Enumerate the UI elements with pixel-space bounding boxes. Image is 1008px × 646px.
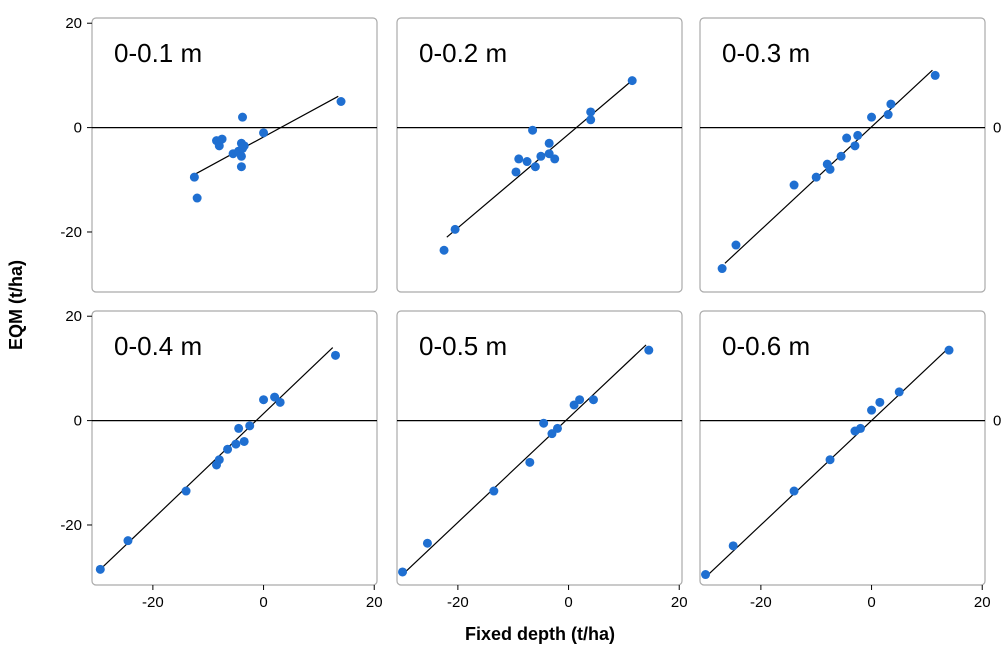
data-point (552, 423, 562, 433)
data-point (525, 457, 535, 467)
x-tick-label: -20 (142, 594, 164, 611)
data-point (336, 97, 346, 107)
data-point (627, 76, 637, 86)
data-point (731, 240, 741, 250)
data-point (259, 395, 269, 405)
data-point (192, 193, 202, 203)
panel-label: 0-0.4 m (114, 331, 202, 361)
data-point (214, 455, 224, 465)
panel-frame (396, 310, 683, 586)
data-point (123, 536, 133, 546)
data-point (189, 172, 199, 182)
data-point (239, 436, 249, 446)
data-point (701, 570, 711, 580)
data-point (275, 397, 285, 407)
data-point (850, 141, 860, 151)
data-point (234, 423, 244, 433)
panel-label: 0-0.6 m (722, 331, 810, 361)
data-point (544, 138, 554, 148)
data-point (886, 99, 896, 109)
x-tick-label: -20 (447, 594, 469, 611)
data-point (894, 387, 904, 397)
data-point (528, 125, 538, 135)
data-point (439, 245, 449, 255)
data-point (223, 444, 233, 454)
x-tick-label: 20 (366, 594, 383, 611)
data-point (842, 133, 852, 143)
data-point (536, 151, 546, 161)
data-point (575, 395, 585, 405)
data-point (855, 423, 865, 433)
data-point (450, 224, 460, 234)
data-point (588, 395, 598, 405)
data-point (930, 70, 940, 80)
data-point (245, 421, 255, 431)
y-tick-label: -20 (60, 517, 82, 534)
data-point (539, 418, 549, 428)
data-point (550, 154, 560, 164)
panel-label: 0-0.3 m (722, 38, 810, 68)
x-axis-label: Fixed depth (t/ha) (465, 624, 615, 644)
data-point (853, 130, 863, 140)
data-point (522, 157, 532, 167)
data-point (422, 538, 432, 548)
right-zero-label: 0 (993, 120, 1001, 137)
data-point (231, 439, 241, 449)
data-point (217, 134, 227, 144)
data-point (236, 151, 246, 161)
y-tick-label: -20 (60, 224, 82, 241)
regression-line (402, 344, 647, 575)
x-tick-label: 0 (259, 594, 267, 611)
data-point (789, 180, 799, 190)
x-tick-label: 0 (564, 594, 572, 611)
y-tick-label: 20 (65, 15, 82, 32)
data-point (236, 162, 246, 172)
data-point (259, 128, 269, 138)
x-tick-label: 20 (974, 594, 991, 611)
data-point (330, 350, 340, 360)
data-point (883, 110, 893, 120)
data-point (717, 264, 727, 274)
data-point (489, 486, 499, 496)
data-point (811, 172, 821, 182)
data-point (836, 151, 846, 161)
data-point (825, 164, 835, 174)
data-point (95, 564, 105, 574)
data-point (825, 455, 835, 465)
data-point (644, 345, 654, 355)
x-tick-label: 20 (671, 594, 688, 611)
y-axis-label: EQM (t/ha) (6, 260, 26, 350)
data-point (789, 486, 799, 496)
right-zero-label: 0 (993, 413, 1001, 430)
data-point (728, 541, 738, 551)
data-point (511, 167, 521, 177)
x-tick-label: -20 (750, 594, 772, 611)
data-point (214, 141, 224, 151)
data-point (514, 154, 524, 164)
data-point (239, 141, 249, 151)
data-point (867, 112, 877, 122)
data-point (867, 405, 877, 415)
panel-label: 0-0.2 m (419, 38, 507, 68)
data-point (398, 567, 408, 577)
y-tick-label: 0 (74, 120, 82, 137)
data-point (944, 345, 954, 355)
y-tick-label: 20 (65, 308, 82, 325)
data-point (586, 107, 596, 117)
y-tick-label: 0 (74, 413, 82, 430)
data-point (238, 112, 248, 122)
panel-label: 0-0.1 m (114, 38, 202, 68)
data-point (586, 115, 596, 125)
panel-label: 0-0.5 m (419, 331, 507, 361)
data-point (181, 486, 191, 496)
data-point (530, 162, 540, 172)
x-tick-label: 0 (867, 594, 875, 611)
data-point (875, 397, 885, 407)
